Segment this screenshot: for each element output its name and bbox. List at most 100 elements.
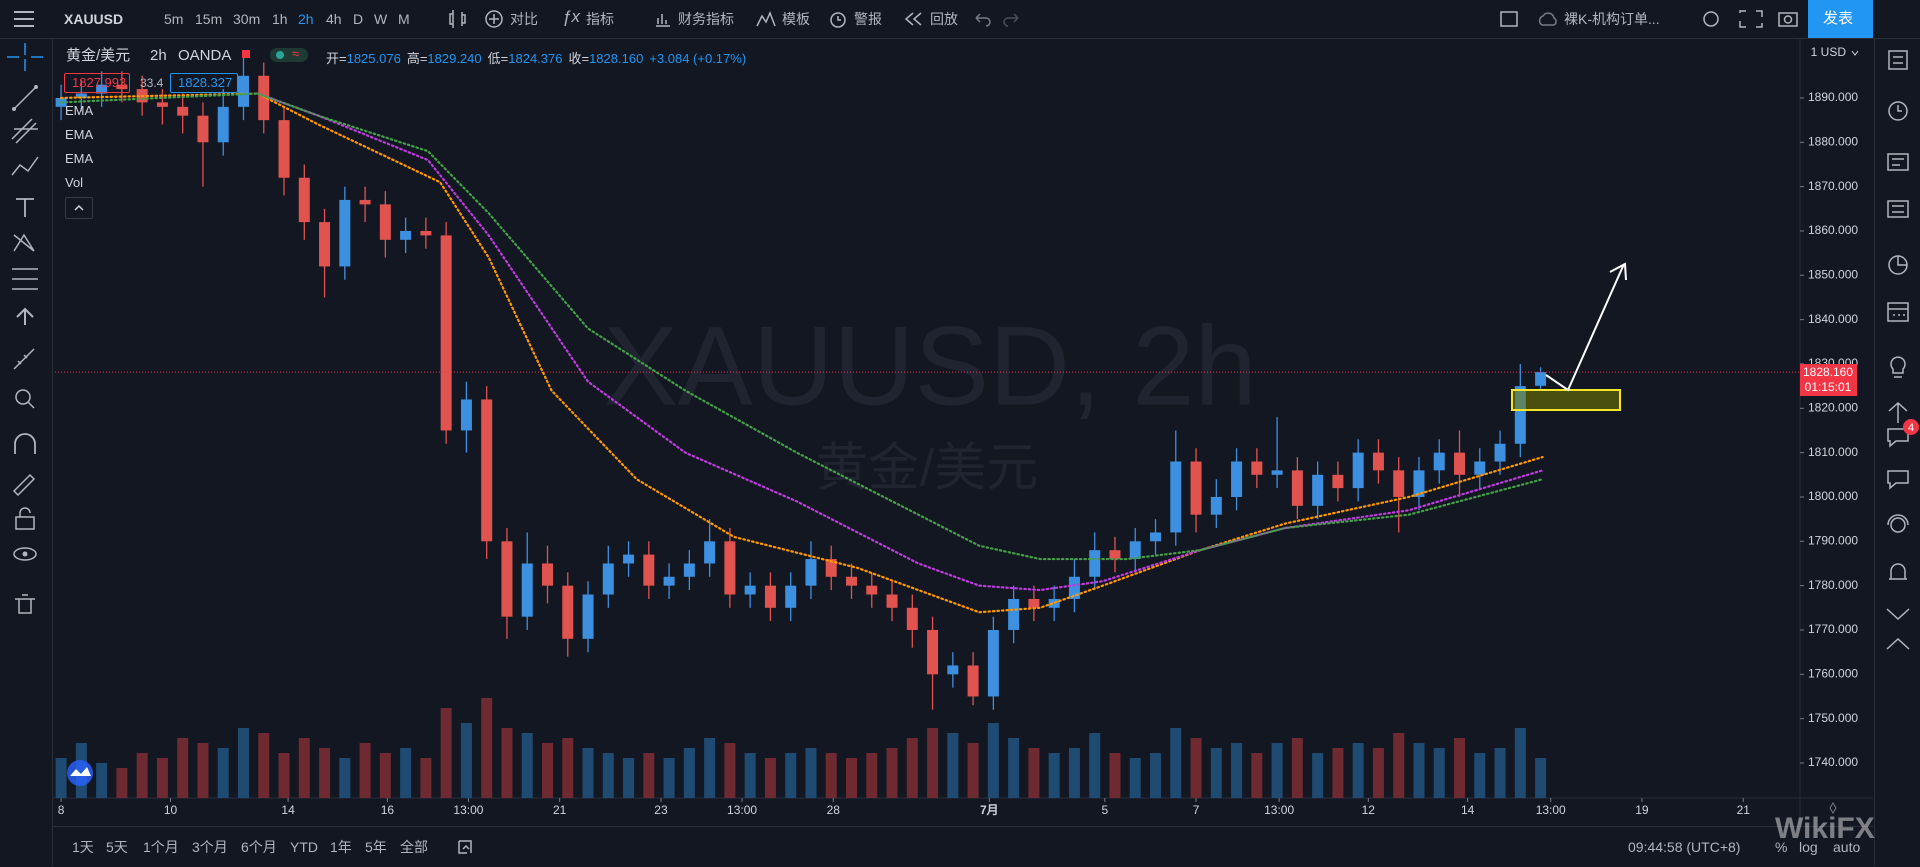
sell-price[interactable]: 1827.993 <box>72 75 127 90</box>
buy-price[interactable]: 1828.327 <box>178 75 233 90</box>
candle-body <box>481 399 493 542</box>
y-tick-label: 1800.000 <box>1808 489 1858 503</box>
y-tick-label: 1890.000 <box>1808 90 1858 104</box>
menu-icon[interactable] <box>14 10 34 28</box>
chart-background <box>53 39 1873 825</box>
candle-body <box>1008 598 1020 630</box>
ema-lines <box>59 92 1544 614</box>
currency-label[interactable]: 1 USD <box>1811 45 1847 59</box>
x-tick-label: 7月 <box>980 803 999 817</box>
candle-body <box>319 222 331 267</box>
axis-settings-icon[interactable] <box>1829 802 1837 814</box>
template-icon[interactable] <box>756 10 776 28</box>
volume-bar <box>562 738 574 798</box>
drawing-tools[interactable] <box>0 39 52 639</box>
candle-body <box>1048 598 1060 608</box>
ohlc-value: 1825.076 <box>346 51 401 66</box>
interval[interactable]: 15m <box>195 11 223 27</box>
replay-button[interactable]: 回放 <box>930 11 958 27</box>
drawn-arrow[interactable] <box>1545 262 1627 392</box>
chart-style-icon[interactable] <box>448 8 468 30</box>
fullscreen-box[interactable] <box>1500 11 1518 27</box>
interval[interactable]: M <box>398 11 410 27</box>
candles <box>55 53 1547 710</box>
range-button[interactable]: 5年 <box>365 839 387 855</box>
alert-icon[interactable] <box>828 9 848 29</box>
candle-body <box>623 554 635 564</box>
compare-button[interactable]: 对比 <box>510 11 538 27</box>
log-toggle[interactable]: log <box>1799 839 1818 855</box>
range-button[interactable]: 6个月 <box>241 839 277 855</box>
publish-label[interactable]: 发表 <box>1823 10 1854 27</box>
ohlc: 开=1825.076 高=1829.240 低=1824.376 收=1828.160… <box>326 48 746 67</box>
x-tick-label: 13:00 <box>1264 803 1294 817</box>
candle-body <box>379 204 391 240</box>
candle-body <box>886 594 898 608</box>
range-button[interactable]: 1天 <box>72 839 94 855</box>
volume-bar <box>197 743 209 798</box>
x-tick-label: 14 <box>281 803 295 817</box>
range-button[interactable]: 5天 <box>106 839 128 855</box>
volume-bar <box>1535 758 1547 798</box>
collapse-button[interactable] <box>65 197 93 219</box>
currency-caret <box>1851 50 1859 56</box>
volume-bar <box>359 743 371 798</box>
indicator-label[interactable]: EMA <box>65 127 94 142</box>
candle-body <box>1251 461 1263 475</box>
volume-bar <box>400 748 412 798</box>
cloud-icon[interactable] <box>1536 11 1560 27</box>
layout-name[interactable]: 裸K-机构订单... <box>1564 11 1660 27</box>
market-flag <box>242 50 250 58</box>
interval[interactable]: 5m <box>164 11 184 27</box>
undo-redo[interactable] <box>972 10 1022 28</box>
financials-button[interactable]: 财务指标 <box>678 11 734 27</box>
goto-date-icon[interactable] <box>458 839 476 855</box>
volume-bar <box>156 758 168 798</box>
indicators-button[interactable]: 指标 <box>586 11 614 27</box>
settings-icons[interactable] <box>1700 9 1830 29</box>
sell-box[interactable]: 1827.993 <box>64 73 130 93</box>
candle-body <box>460 399 472 431</box>
interval[interactable]: 30m <box>233 11 261 27</box>
volume-bar <box>379 753 391 798</box>
range-button[interactable]: 1年 <box>330 839 352 855</box>
candle-body <box>866 585 878 595</box>
sidebar-icons[interactable]: 4 <box>1875 39 1920 659</box>
y-tick-label: 1870.000 <box>1808 179 1858 193</box>
candle-body <box>156 102 168 107</box>
x-tick-label: 19 <box>1635 803 1649 817</box>
volume-bar <box>521 733 533 798</box>
indicator-label[interactable]: Vol <box>65 175 84 190</box>
interval[interactable]: D <box>353 11 364 27</box>
range-button[interactable]: 全部 <box>400 839 428 855</box>
symbol[interactable]: XAUUSD <box>64 11 124 27</box>
indicator-label[interactable]: EMA <box>65 151 94 166</box>
compare-icon[interactable] <box>484 9 504 29</box>
interval[interactable]: 4h <box>326 11 342 27</box>
indicator-label[interactable]: EMA <box>65 103 94 118</box>
publish-button[interactable]: 发表 <box>1808 0 1873 38</box>
template-button[interactable]: 模板 <box>782 11 810 27</box>
buy-box[interactable]: 1828.327 <box>170 73 238 93</box>
clock[interactable]: 09:44:58 (UTC+8) <box>1628 839 1741 855</box>
range-button[interactable]: YTD <box>290 839 318 855</box>
indicator-icon[interactable]: ƒx <box>562 7 580 26</box>
candle-body <box>420 230 432 236</box>
interval[interactable]: W <box>374 11 388 27</box>
alert-button[interactable]: 警报 <box>854 11 882 27</box>
drawn-rectangle[interactable] <box>1511 389 1621 411</box>
candle-body <box>602 563 614 595</box>
range-button[interactable]: 1个月 <box>143 839 179 855</box>
candle-body <box>825 559 837 577</box>
range-button[interactable]: 3个月 <box>192 839 228 855</box>
auto-toggle[interactable]: auto <box>1833 839 1861 855</box>
top-toolbar: XAUUSD 5m 15m 30m 1h 2h 4h D W M 对比 ƒx 指… <box>0 0 1920 39</box>
financials-icon[interactable] <box>654 10 672 28</box>
interval[interactable]: 1h <box>272 11 288 27</box>
interval-active[interactable]: 2h <box>298 11 314 27</box>
replay-icon[interactable] <box>904 12 924 26</box>
x-tick-label: 21 <box>553 803 567 817</box>
percent-toggle[interactable]: % <box>1775 839 1788 855</box>
candle-body <box>278 120 290 178</box>
candle-body <box>1129 541 1141 560</box>
